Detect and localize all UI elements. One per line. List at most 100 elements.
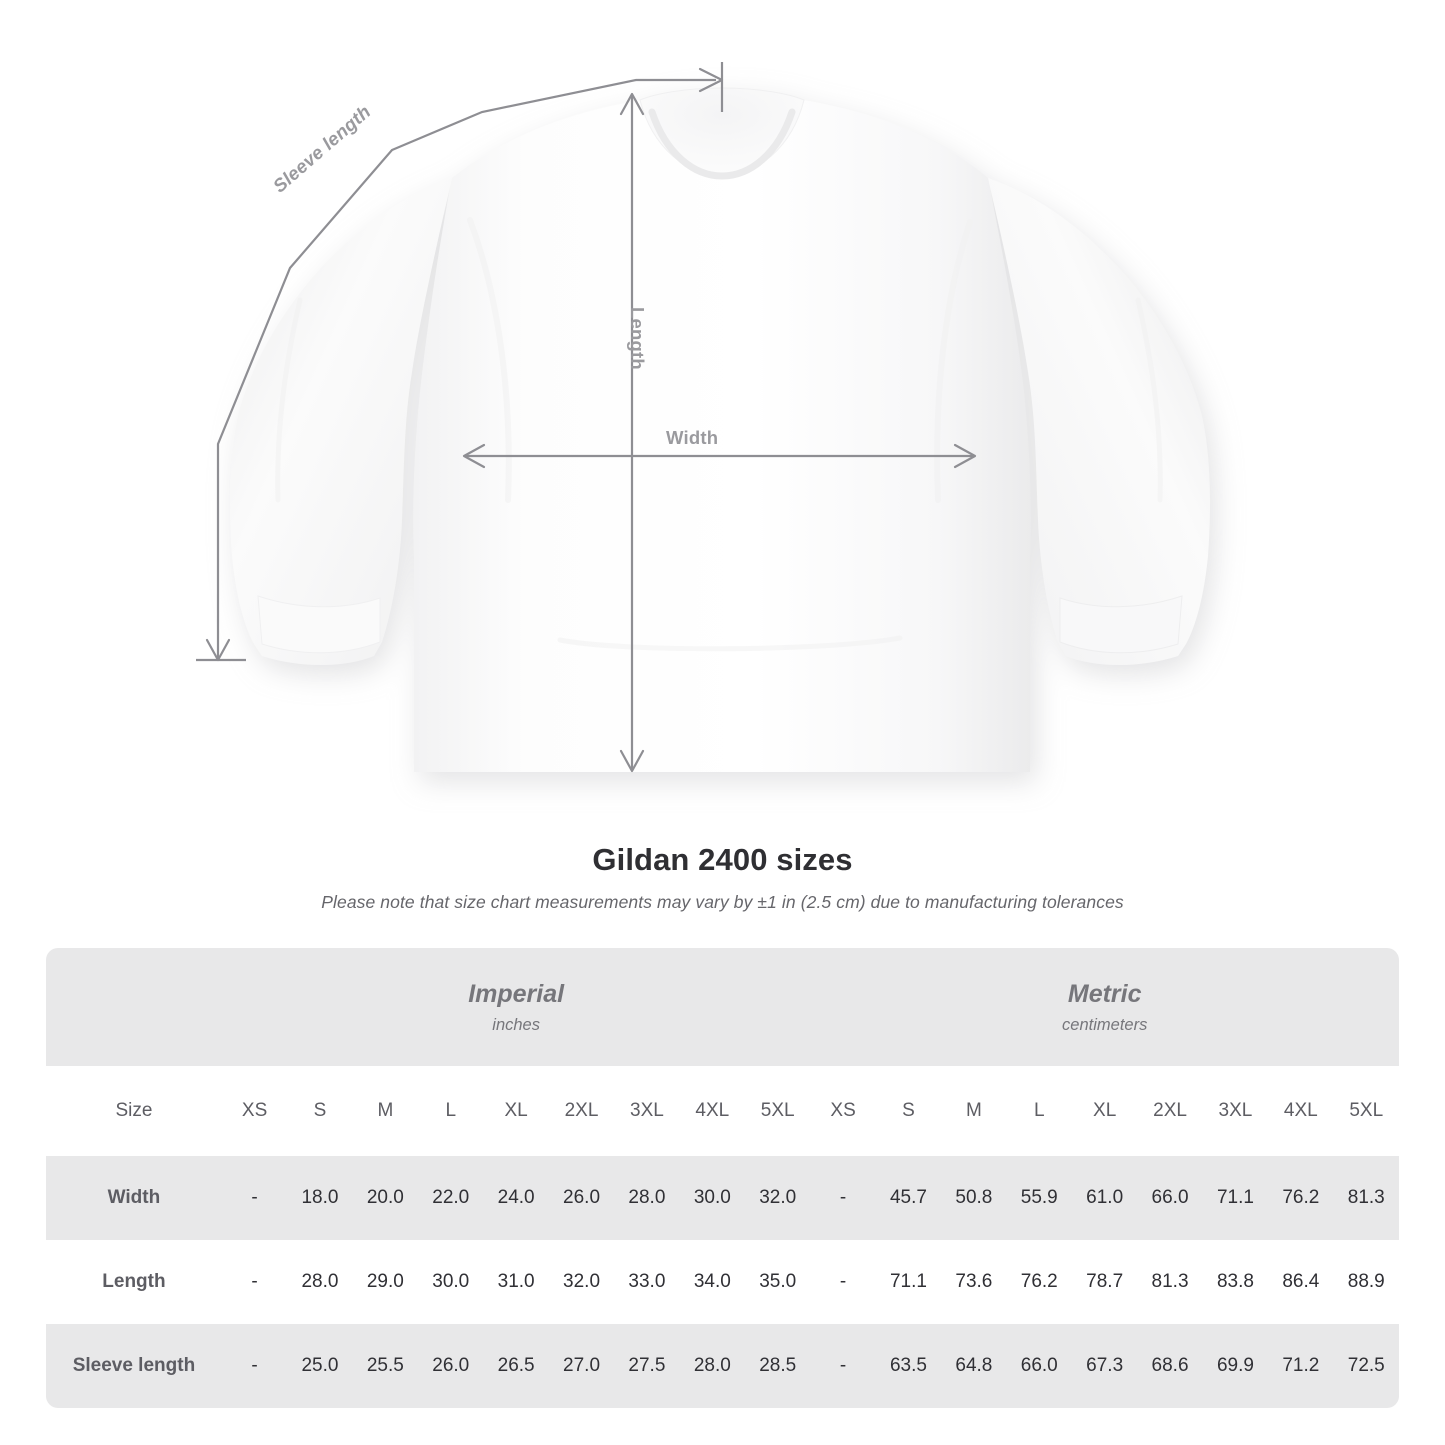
length-label: Length — [627, 307, 648, 370]
size-header-cell: XS — [221, 1066, 288, 1156]
page-title: Gildan 2400 sizes — [592, 842, 853, 877]
size-header-cell: S — [875, 1066, 942, 1156]
dimension-lines — [196, 62, 977, 773]
unit-subtitle: inches — [492, 1016, 540, 1035]
measurement-cell: - — [810, 1156, 876, 1240]
size-header-row: Size XS S M L XL 2XL 3XL 4XL 5XL XS S M L XL 2XL 3XL 4XL 5… — [46, 1066, 1399, 1156]
measurement-row-label: Width — [46, 1156, 222, 1240]
measurement-cell: 26.5 — [483, 1324, 549, 1408]
measurement-cell: - — [810, 1240, 876, 1324]
measurement-cell: 35.0 — [745, 1240, 811, 1324]
measurement-cell: - — [810, 1324, 876, 1408]
sleeve-cuffs — [257, 595, 1183, 654]
measurement-cell: 72.5 — [1333, 1324, 1399, 1408]
length-dimension — [619, 92, 645, 773]
unit-title: Metric — [1067, 979, 1142, 1008]
size-header-cell: M — [352, 1066, 419, 1156]
garment-diagram: Sleeve length Length Width — [196, 62, 1210, 773]
measurement-cell: 66.0 — [1006, 1324, 1072, 1408]
size-header-cell: 4XL — [1268, 1066, 1334, 1156]
measurement-cell: 20.0 — [352, 1156, 419, 1240]
size-header-cell: 3XL — [614, 1066, 680, 1156]
measurement-cell: 76.2 — [1268, 1156, 1334, 1240]
measurement-cell: 55.9 — [1006, 1156, 1072, 1240]
size-header-cell: 4XL — [679, 1066, 745, 1156]
measurement-cell: 66.0 — [1137, 1156, 1203, 1240]
table-row: Sleeve length -25.0 25.5 26.0 26.5 27.0 27.5 28… — [46, 1324, 1399, 1408]
size-header-cell: 5XL — [1333, 1066, 1399, 1156]
garment-illustration — [196, 62, 1210, 773]
measurement-cell: 83.8 — [1202, 1240, 1269, 1324]
measurement-cell: 71.2 — [1268, 1324, 1334, 1408]
measurement-cell: 73.6 — [941, 1240, 1007, 1324]
measurement-cell: 88.9 — [1333, 1240, 1399, 1324]
width-label: Width — [666, 427, 719, 448]
size-header-cell: XL — [483, 1066, 549, 1156]
measurement-cell: 64.8 — [941, 1324, 1007, 1408]
measurement-cell: 28.0 — [679, 1324, 745, 1408]
measurement-cell: 81.3 — [1333, 1156, 1399, 1240]
measurement-cell: - — [221, 1240, 288, 1324]
measurement-cell: 28.5 — [745, 1324, 811, 1408]
measurement-cell: 50.8 — [941, 1156, 1007, 1240]
unit-banner-row: Imperial inches Metric centimeters — [46, 948, 1399, 1066]
measurement-cell: 32.0 — [548, 1240, 615, 1324]
measurement-cell: 45.7 — [875, 1156, 942, 1240]
table-row: Width -18.0 20.0 22.0 24.0 26.0 28.0 30.0 32.0-4… — [46, 1156, 1399, 1240]
measurement-cell: 31.0 — [483, 1240, 549, 1324]
size-header-cell: S — [287, 1066, 353, 1156]
measurement-cell: 28.0 — [614, 1156, 680, 1240]
measurement-cell: 76.2 — [1006, 1240, 1072, 1324]
measurement-cell: 26.0 — [418, 1324, 484, 1408]
fabric-folds — [275, 217, 1163, 652]
measurement-cell: 67.3 — [1071, 1324, 1138, 1408]
measurement-cell: 27.5 — [614, 1324, 680, 1408]
size-header-cell: 2XL — [1137, 1066, 1203, 1156]
measurement-cell: 24.0 — [483, 1156, 549, 1240]
measurement-row-label: Length — [46, 1240, 222, 1324]
measurement-cell: 29.0 — [352, 1240, 419, 1324]
measurement-cell: 63.5 — [875, 1324, 942, 1408]
measurement-cell: 26.0 — [548, 1156, 615, 1240]
measurement-cell: 71.1 — [875, 1240, 942, 1324]
measurement-cell: 30.0 — [679, 1156, 745, 1240]
unit-subtitle: centimeters — [1062, 1016, 1148, 1035]
measurement-cell: 22.0 — [418, 1156, 484, 1240]
measurement-cell: 61.0 — [1071, 1156, 1138, 1240]
shirt-body — [230, 87, 1210, 772]
size-table: Imperial inches Metric centimeters Size XS S M L… — [46, 948, 1399, 1408]
measurement-cell: 78.7 — [1071, 1240, 1138, 1324]
measurement-cell: - — [221, 1324, 288, 1408]
measurement-cell: 71.1 — [1202, 1156, 1269, 1240]
unit-title: Imperial — [468, 979, 565, 1008]
measurement-cell: 25.0 — [287, 1324, 353, 1408]
tolerance-note: Please note that size chart measurements… — [321, 892, 1124, 912]
size-header-cell: XS — [810, 1066, 876, 1156]
size-header-cell: XL — [1071, 1066, 1138, 1156]
width-dimension — [462, 443, 977, 469]
unit-header-metric: Metric centimeters — [810, 948, 1399, 1066]
size-table-container: Imperial inches Metric centimeters Size XS S M L… — [46, 948, 1399, 1408]
measurement-cell: 28.0 — [287, 1240, 353, 1324]
table-row: Length -28.0 29.0 30.0 31.0 32.0 33.0 34.0 35.0-… — [46, 1240, 1399, 1324]
measurement-cell: 18.0 — [287, 1156, 353, 1240]
size-header-cell: 5XL — [745, 1066, 811, 1156]
measurement-cell: 69.9 — [1202, 1324, 1269, 1408]
measurement-cell: 81.3 — [1137, 1240, 1203, 1324]
size-header-cell: 3XL — [1202, 1066, 1269, 1156]
measurement-cell: 25.5 — [352, 1324, 419, 1408]
measurement-cell: 32.0 — [745, 1156, 811, 1240]
measurement-row-label: Sleeve length — [46, 1324, 222, 1408]
size-header-cell: L — [1006, 1066, 1072, 1156]
sleeve-length-dimension — [196, 62, 724, 662]
size-header-cell: 2XL — [548, 1066, 615, 1156]
title-block: Gildan 2400 sizes Please note that size … — [0, 842, 1445, 913]
measurement-cell: - — [221, 1156, 288, 1240]
measurement-cell: 33.0 — [614, 1240, 680, 1324]
size-header-label: Size — [46, 1066, 222, 1156]
measurement-cell: 27.0 — [548, 1324, 615, 1408]
measurement-cell: 68.6 — [1137, 1324, 1203, 1408]
unit-header-imperial: Imperial inches — [221, 948, 811, 1066]
unit-banner-spacer — [46, 948, 222, 1066]
